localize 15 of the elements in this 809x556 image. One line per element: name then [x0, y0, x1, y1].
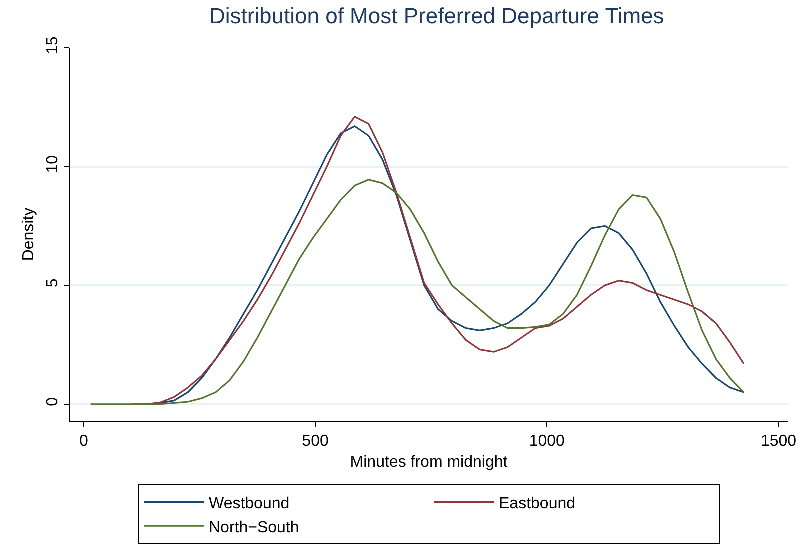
- legend-label: Westbound: [209, 496, 290, 513]
- legend-label: North−South: [209, 519, 300, 536]
- y-tick-label: 0: [44, 397, 62, 406]
- chart-title: Distribution of Most Preferred Departure Times: [209, 4, 664, 29]
- y-tick-label: 15: [44, 36, 62, 54]
- x-tick-label: 0: [79, 433, 88, 450]
- y-tick-label: 10: [44, 155, 62, 174]
- y-tick-label: 5: [44, 278, 62, 288]
- legend-label: Eastbound: [499, 496, 576, 513]
- x-axis-title: Minutes from midnight: [350, 454, 508, 471]
- y-axis-title: Density: [20, 208, 38, 262]
- line-series: [90, 179, 745, 406]
- x-tick-label: 1000: [529, 433, 566, 450]
- x-tick-label: 500: [302, 433, 329, 450]
- x-tick-label: 1500: [760, 433, 797, 450]
